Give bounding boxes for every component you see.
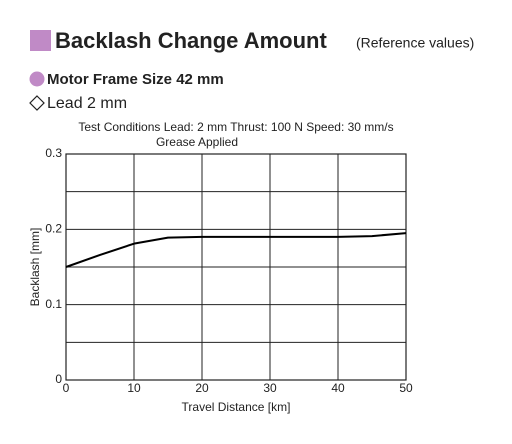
- x-axis-label: Travel Distance [km]: [182, 400, 291, 414]
- y-axis-label: Backlash [mm]: [28, 228, 42, 307]
- x-tick-label: 30: [263, 381, 277, 395]
- subtitle: Grease Applied: [156, 135, 238, 149]
- y-tick-label: 0: [55, 372, 62, 386]
- x-tick-label: 40: [331, 381, 345, 395]
- y-tick-label: 0.3: [45, 146, 62, 160]
- subtitle: Test Conditions Lead: 2 mm Thrust: 100 N…: [78, 120, 393, 134]
- motor-size: Motor Frame Size 42 mm: [47, 71, 224, 88]
- x-tick-label: 50: [399, 381, 413, 395]
- bullet-diamond: [29, 95, 45, 111]
- title-note: (Reference values): [356, 35, 474, 51]
- bullet-circle: [29, 71, 45, 87]
- title-marker: [30, 30, 51, 51]
- x-tick-label: 20: [195, 381, 209, 395]
- x-tick-label: 10: [127, 381, 141, 395]
- x-tick-label: 0: [63, 381, 70, 395]
- y-tick-label: 0.1: [45, 297, 62, 311]
- page-title: Backlash Change Amount: [55, 28, 327, 53]
- y-tick-label: 0.2: [45, 222, 62, 236]
- data-line: [65, 232, 407, 268]
- lead: Lead 2 mm: [47, 95, 127, 112]
